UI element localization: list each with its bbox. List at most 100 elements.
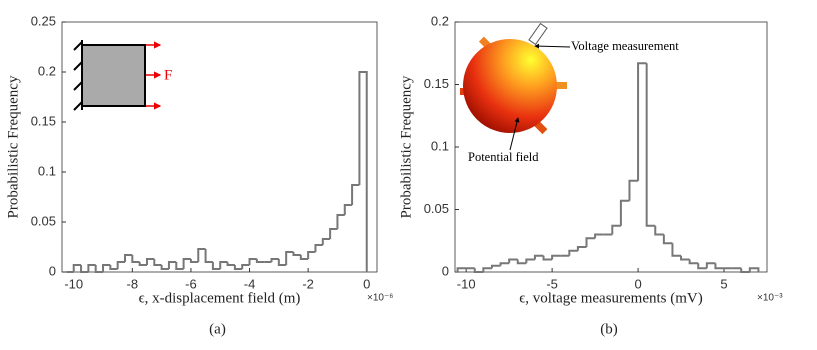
histogram-bin bbox=[153, 259, 162, 266]
histogram-bin bbox=[211, 262, 221, 270]
histogram-bin bbox=[138, 262, 147, 266]
histogram-bin bbox=[508, 258, 518, 264]
histogram-bin bbox=[645, 63, 656, 227]
histogram-bin bbox=[233, 265, 243, 270]
histogram-bin bbox=[160, 265, 169, 270]
panel-b: 0 0.05 0.1 0.15 0.2 -10 -5 0 5 ×10⁻³ ϵ, voltage me… bbox=[398, 13, 783, 337]
histogram-bin bbox=[277, 259, 287, 266]
histogram-bin bbox=[94, 265, 104, 273]
y-tick-label: 0.15 bbox=[424, 76, 449, 91]
histogram-bin bbox=[490, 264, 501, 269]
histogram-bin bbox=[594, 233, 604, 239]
x-axis-label: ϵ, x-displacement field (m) bbox=[139, 290, 301, 306]
histogram-bin bbox=[671, 243, 682, 257]
histogram-bin bbox=[299, 255, 309, 260]
histogram-bin bbox=[628, 179, 639, 201]
plate-inset: F bbox=[73, 40, 172, 111]
histogram-bin bbox=[516, 259, 527, 265]
histogram-bin bbox=[619, 199, 630, 226]
y-tick-label: 0.05 bbox=[31, 213, 56, 228]
histogram-bin bbox=[109, 265, 118, 270]
histogram-bin bbox=[270, 258, 279, 262]
histogram-bin bbox=[116, 261, 125, 269]
x-tick-label: -10 bbox=[64, 276, 83, 291]
histogram-bin bbox=[637, 62, 647, 181]
x-tick-label: 5 bbox=[720, 276, 727, 291]
histogram-bin bbox=[748, 267, 760, 272]
x-tick-label: -5 bbox=[546, 276, 558, 291]
x-tick-label: -4 bbox=[244, 276, 256, 291]
x-axis-label: ϵ, voltage measurements (mV) bbox=[519, 290, 703, 306]
y-tick-label: 0.25 bbox=[31, 13, 56, 28]
histogram-bin bbox=[499, 262, 510, 266]
histogram-bin bbox=[189, 259, 199, 263]
histogram-bin bbox=[714, 263, 725, 270]
y-tick-label: 0.2 bbox=[38, 63, 56, 78]
histogram-bin bbox=[87, 264, 96, 272]
histogram-bin bbox=[307, 251, 316, 259]
histogram-bin bbox=[197, 248, 206, 262]
x-tick-label: -8 bbox=[127, 276, 139, 291]
histogram-bin bbox=[131, 255, 140, 263]
histogram-bin bbox=[662, 234, 673, 245]
histogram-bin bbox=[248, 258, 257, 265]
histogram-bin bbox=[654, 225, 664, 236]
x-tick-label: -6 bbox=[185, 276, 197, 291]
histogram-bin bbox=[351, 184, 360, 205]
histogram-bin bbox=[226, 262, 235, 266]
histogram-bin bbox=[456, 267, 467, 272]
x-tick-label: 0 bbox=[363, 276, 370, 291]
histogram-bin bbox=[680, 255, 690, 261]
histogram-bin bbox=[292, 252, 301, 256]
y-tick-label: 0.2 bbox=[431, 13, 449, 28]
y-tick-label: 0.15 bbox=[31, 113, 56, 128]
histogram-bin bbox=[102, 264, 111, 272]
histogram-bin bbox=[241, 264, 250, 269]
histogram-bin bbox=[255, 259, 265, 263]
histogram-bin bbox=[705, 262, 716, 269]
histogram-bin bbox=[482, 267, 492, 272]
histogram-bin bbox=[285, 251, 294, 265]
histogram-bin bbox=[358, 71, 368, 272]
caption: (a) bbox=[209, 321, 226, 337]
histogram-bin bbox=[80, 265, 89, 273]
histogram-bin bbox=[473, 268, 484, 273]
y-tick-label: 0.05 bbox=[424, 201, 449, 216]
histogram-bin bbox=[740, 268, 750, 273]
histogram-bin bbox=[697, 263, 707, 270]
histogram-bin bbox=[568, 249, 578, 256]
x-tick-label: -2 bbox=[302, 276, 314, 291]
y-axis-label: Probabilistic Frequency bbox=[5, 75, 21, 218]
y-axis-label: Probabilistic Frequency bbox=[398, 75, 414, 218]
histogram-bin bbox=[182, 258, 191, 269]
histogram-bin bbox=[336, 214, 345, 229]
histogram-bin bbox=[343, 204, 353, 215]
histogram-bin bbox=[542, 255, 553, 261]
histogram-bin bbox=[314, 244, 323, 252]
y-tick-label: 0 bbox=[442, 263, 449, 278]
x-exponent: ×10⁻³ bbox=[757, 293, 783, 304]
force-label: F bbox=[164, 67, 172, 83]
histogram-bin bbox=[175, 262, 184, 270]
histogram-bin bbox=[525, 258, 535, 264]
histogram-bin bbox=[576, 246, 587, 251]
histogram-bin bbox=[551, 254, 561, 260]
x-exponent: ×10⁻⁶ bbox=[367, 293, 393, 304]
histogram-bin bbox=[167, 261, 177, 269]
x-tick-label: 0 bbox=[634, 276, 641, 291]
histogram-bin bbox=[688, 259, 699, 265]
y-tick-label: 0 bbox=[49, 263, 56, 278]
annotation: Voltage measurement bbox=[571, 39, 679, 53]
histogram-bin bbox=[204, 249, 213, 263]
sphere-inset: Voltage measurement Potential field bbox=[460, 22, 679, 164]
histogram-bin bbox=[145, 258, 155, 265]
annotation: Potential field bbox=[468, 150, 539, 164]
histogram-bin bbox=[533, 254, 544, 260]
histogram-bin bbox=[611, 224, 621, 235]
axes-box bbox=[61, 21, 378, 273]
histogram-bin bbox=[219, 261, 228, 269]
histogram-bin bbox=[321, 238, 331, 245]
histogram-bin bbox=[124, 254, 133, 262]
histogram-bin bbox=[585, 237, 596, 247]
